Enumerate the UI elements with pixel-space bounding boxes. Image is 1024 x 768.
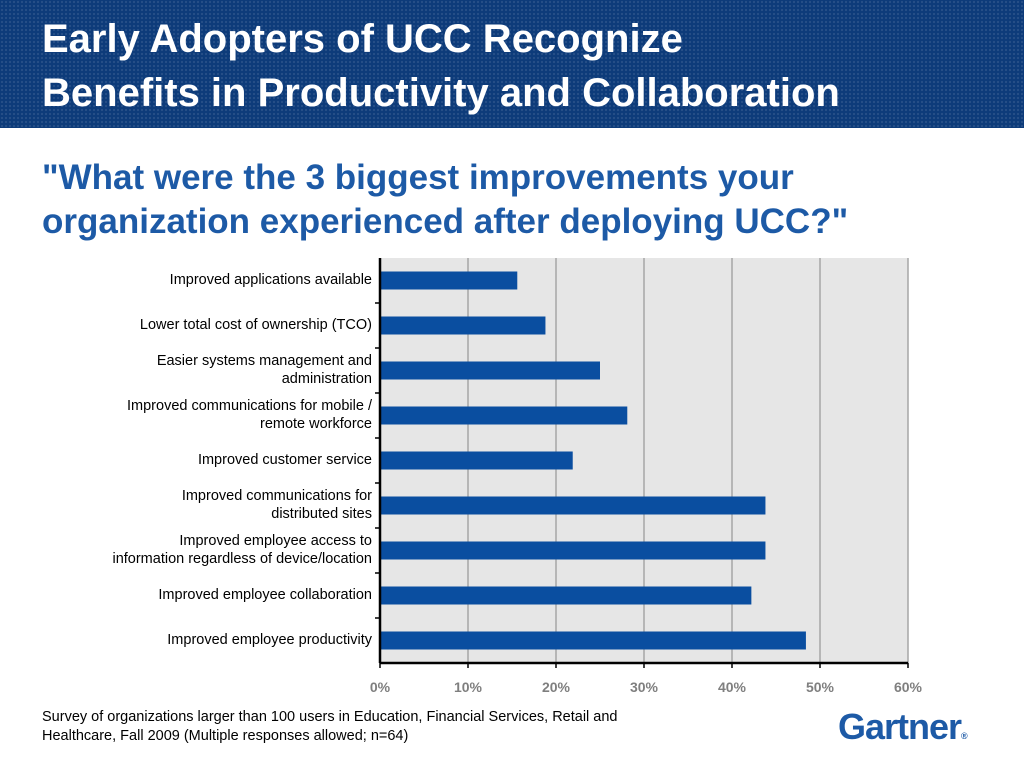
category-label-line: administration	[281, 370, 372, 387]
slide-title-line-1: Early Adopters of UCC Recognize	[42, 17, 683, 61]
footnote-line-2: Healthcare, Fall 2009 (Multiple response…	[42, 728, 409, 744]
category-label: Lower total cost of ownership (TCO)	[32, 316, 372, 334]
gartner-logo-text: Gartner	[838, 706, 962, 747]
category-label: Improved customer service	[32, 451, 372, 469]
x-tick-label: 10%	[454, 679, 483, 695]
category-label-line: information regardless of device/locatio…	[112, 550, 372, 567]
bar-chart: 0% 10% 20% 30% 40% 50% 60% Improved applicatio…	[0, 250, 1024, 700]
bar	[380, 451, 573, 470]
category-label: Improved employee access to information r…	[32, 532, 372, 568]
category-label-line: Improved communications for mobile /	[127, 397, 372, 414]
slide-title: Early Adopters of UCC Recognize Benefits…	[42, 12, 1002, 120]
category-label-line: Lower total cost of ownership (TCO)	[139, 316, 372, 333]
category-label: Easier systems management and administrat…	[32, 352, 372, 388]
x-tick-label: 50%	[806, 679, 835, 695]
category-label-line: Improved applications available	[169, 271, 372, 288]
category-label: Improved communications for mobile / remo…	[32, 397, 372, 433]
bar	[380, 541, 766, 560]
bar	[380, 586, 752, 605]
survey-question: "What were the 3 biggest improvements yo…	[42, 156, 1002, 244]
slide-title-line-2: Benefits in Productivity and Collaborati…	[42, 71, 840, 115]
gartner-logo: Gartner®	[838, 707, 968, 756]
category-label-line: Improved employee collaboration	[158, 586, 372, 603]
bar	[380, 631, 806, 650]
x-tick-label: 40%	[718, 679, 747, 695]
category-label-line: Easier systems management and	[156, 352, 372, 369]
survey-footnote: Survey of organizations larger than 100 …	[42, 708, 742, 746]
gartner-logo-mark: ®	[961, 731, 968, 741]
category-label-line: Improved employee productivity	[167, 631, 372, 648]
category-label-line: Improved employee access to	[179, 532, 372, 549]
category-label: Improved applications available	[32, 271, 372, 289]
x-tick-label: 20%	[542, 679, 571, 695]
x-tick-label: 0%	[370, 679, 391, 695]
category-label-line: Improved customer service	[197, 451, 372, 468]
x-tick-label: 60%	[894, 679, 923, 695]
title-banner: Early Adopters of UCC Recognize Benefits…	[0, 0, 1024, 128]
category-label: Improved employee collaboration	[32, 586, 372, 604]
bar	[380, 361, 600, 380]
category-label-line: Improved communications for	[181, 487, 372, 504]
survey-question-line-2: organization experienced after deploying…	[42, 202, 849, 241]
bar-chart-svg: 0% 10% 20% 30% 40% 50% 60%	[370, 258, 923, 695]
category-label-line: remote workforce	[259, 415, 372, 432]
footnote-line-1: Survey of organizations larger than 100 …	[42, 709, 618, 725]
category-label-line: distributed sites	[271, 505, 372, 522]
survey-question-line-1: "What were the 3 biggest improvements yo…	[42, 158, 794, 197]
bar	[380, 406, 628, 425]
bar	[380, 316, 546, 335]
bar	[380, 271, 518, 290]
bar	[380, 496, 766, 515]
category-label: Improved employee productivity	[32, 631, 372, 649]
x-tick-label: 30%	[630, 679, 659, 695]
category-label: Improved communications for distributed s…	[32, 487, 372, 523]
